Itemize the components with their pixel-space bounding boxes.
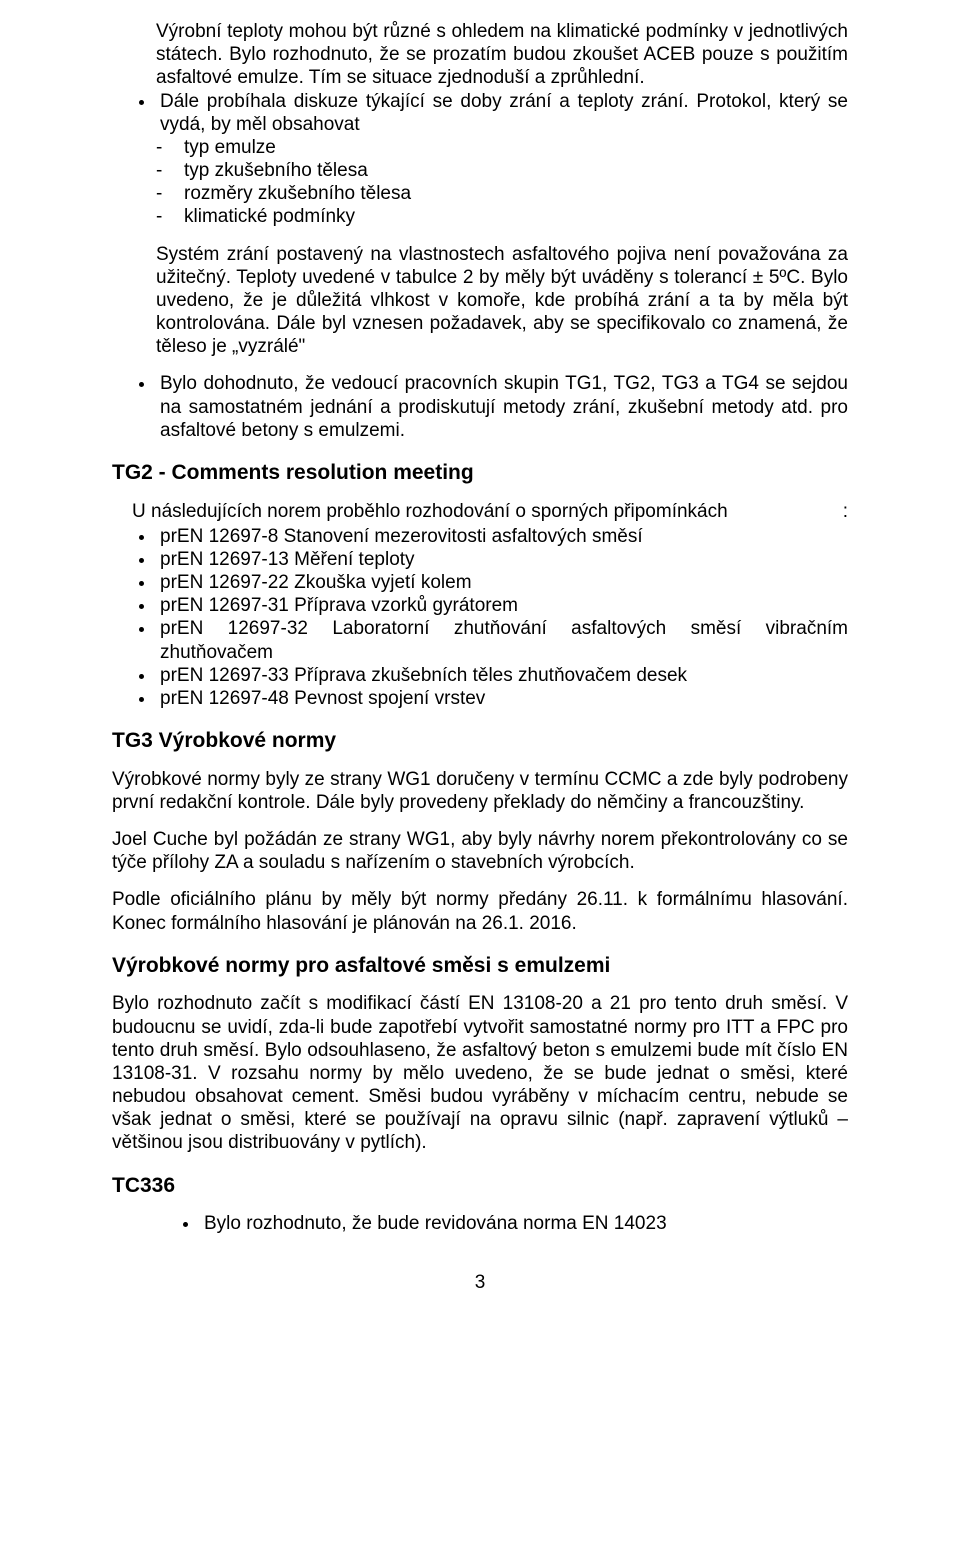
- tg2-item-2: prEN 12697-22 Zkouška vyjetí kolem: [156, 571, 848, 594]
- tg2-item-3: prEN 12697-31 Příprava vzorků gyrátorem: [156, 594, 848, 617]
- tg2-item-5: prEN 12697-33 Příprava zkušebních těles …: [156, 664, 848, 687]
- tg2-item-0: prEN 12697-8 Stanovení mezerovitosti asf…: [156, 525, 848, 548]
- agreement-bullet-item: Bylo dohodnuto, že vedoucí pracovních sk…: [156, 372, 848, 442]
- heading-tg3: TG3 Výrobkové normy: [112, 728, 848, 754]
- tg3-paragraph-2: Joel Cuche byl požádán ze strany WG1, ab…: [112, 828, 848, 874]
- dash-item-4: klimatické podmínky: [156, 205, 848, 228]
- dash-item-2: typ zkušebního tělesa: [156, 159, 848, 182]
- heading-tc336: TC336: [112, 1173, 848, 1199]
- lead-paragraph: Výrobní teploty mohou být různé s ohlede…: [156, 21, 848, 88]
- tg2-intro-text: U následujících norem proběhlo rozhodová…: [132, 500, 728, 523]
- bullet-protocol: Dále probíhala diskuze týkající se doby …: [156, 90, 848, 136]
- heading-emulsion-standards: Výrobkové normy pro asfaltové směsi s em…: [112, 953, 848, 979]
- agreement-bullet: Bylo dohodnuto, že vedoucí pracovních sk…: [112, 372, 848, 442]
- tg3-paragraph-1: Výrobkové normy byly ze strany WG1 doruč…: [112, 768, 848, 814]
- heading-tg2: TG2 - Comments resolution meeting: [112, 460, 848, 486]
- dash-item-3: rozměry zkušebního tělesa: [156, 182, 848, 205]
- tg2-item-4: prEN 12697-32 Laboratorní zhutňování asf…: [156, 617, 848, 663]
- tg2-standards-list: prEN 12697-8 Stanovení mezerovitosti asf…: [112, 525, 848, 710]
- tg2-item-1: prEN 12697-13 Měření teploty: [156, 548, 848, 571]
- tg3-paragraph-3: Podle oficiálního plánu by měly být norm…: [112, 888, 848, 934]
- tg2-intro-colon: :: [843, 500, 848, 523]
- emulsion-paragraph: Bylo rozhodnuto začít s modifikací částí…: [112, 992, 848, 1154]
- dash-list: typ emulze typ zkušebního tělesa rozměry…: [112, 136, 848, 229]
- page-container: Výrobní teploty mohou být různé s ohlede…: [0, 0, 960, 1334]
- dash-item-1: typ emulze: [156, 136, 848, 159]
- top-bullets: Výrobní teploty mohou být různé s ohlede…: [112, 20, 848, 136]
- tc336-bullets: Bylo rozhodnuto, že bude revidována norm…: [112, 1212, 848, 1235]
- tc336-bullet-1: Bylo rozhodnuto, že bude revidována norm…: [200, 1212, 848, 1235]
- tg2-item-6: prEN 12697-48 Pevnost spojení vrstev: [156, 687, 848, 710]
- page-number: 3: [112, 1271, 848, 1294]
- maturation-system-note: Systém zrání postavený na vlastnostech a…: [112, 243, 848, 359]
